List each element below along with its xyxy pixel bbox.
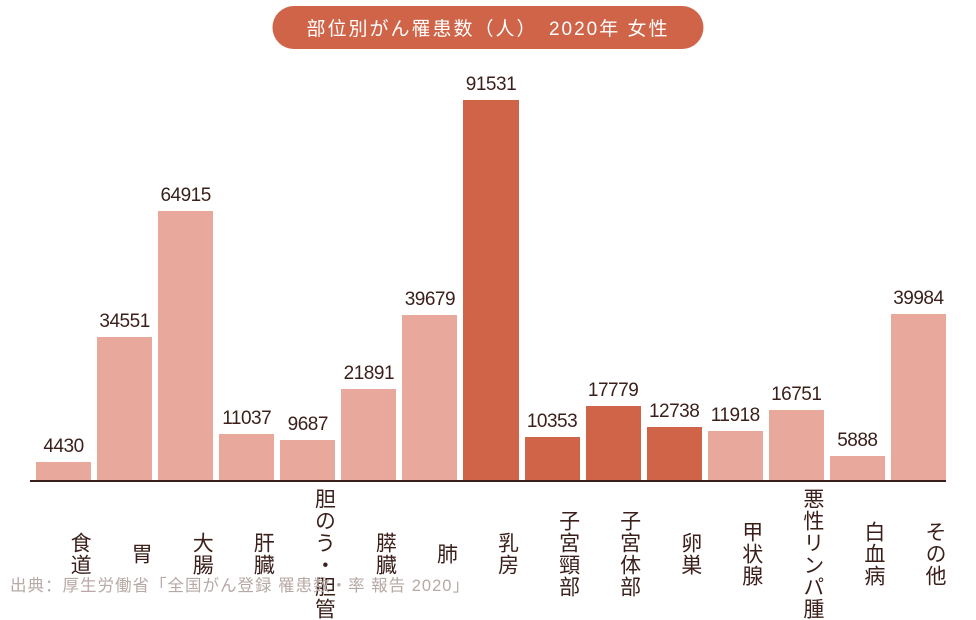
bar-column: 34551 [97,70,152,480]
bar-value-label: 39679 [405,289,455,311]
category-label: 大腸 [158,488,213,620]
category-label: 乳房 [463,488,518,620]
bar-column: 11918 [708,70,763,480]
category-label: 食道 [36,488,91,620]
category-label: 膵臓 [341,488,396,620]
bar-value-label: 39984 [893,288,943,310]
chart-title-pill: 部位別がん罹患数（人） 2020年 女性 [272,6,703,49]
category-label: 肝臓 [219,488,274,620]
bar-column: 5888 [830,70,885,480]
bar-value-label: 21891 [344,363,394,385]
category-label: 白血病 [830,488,885,620]
category-label: 胃 [97,488,152,620]
bar-value-label: 4430 [43,436,83,458]
bar-value-label: 5888 [837,430,877,452]
category-label: 卵巣 [647,488,702,620]
bar-rect [586,406,641,480]
bar-rect [830,456,885,480]
category-label: 子宮頸部 [525,488,580,620]
bar-rect [647,427,702,480]
bar-rect [36,462,91,480]
bar-rect [219,434,274,480]
category-label: その他 [891,488,946,620]
bar-column: 17779 [586,70,641,480]
bar-value-label: 9687 [288,414,328,436]
x-axis-baseline [30,480,946,482]
category-label: 子宮体部 [586,488,641,620]
bar-value-label: 34551 [99,311,149,333]
bar-rect [97,337,152,480]
bar-rect [341,389,396,480]
category-label: 悪性リンパ腫 [769,488,824,620]
bar-column: 10353 [525,70,580,480]
source-citation: 出典：厚生労働省「全国がん登録 罹患数・率 報告 2020」 [10,572,470,596]
bar-column: 11037 [219,70,274,480]
bar-column: 39679 [402,70,457,480]
bar-value-label: 17779 [588,380,638,402]
bar-column: 64915 [158,70,213,480]
category-label: 甲状腺 [708,488,763,620]
bar-column: 12738 [647,70,702,480]
bar-column: 21891 [341,70,396,480]
bar-rect [525,437,580,480]
chart-plot-area: 4430 34551 64915 11037 9687 21891 39679 91531 10… [36,70,946,480]
bar-value-label: 64915 [160,185,210,207]
bar-value-label: 11037 [222,408,271,430]
bar-rect [463,100,518,480]
bar-value-label: 91531 [466,74,516,96]
bar-column: 39984 [891,70,946,480]
bar-rect [280,440,335,480]
bar-rect [769,410,824,480]
bar-rect [708,431,763,480]
bar-value-label: 12738 [649,401,699,423]
category-label: 胆のう・胆管 [280,488,335,620]
bar-column: 91531 [463,70,518,480]
bar-column: 9687 [280,70,335,480]
bar-value-label: 11918 [711,405,760,427]
bar-rect [891,314,946,480]
x-axis-labels-row: 食道胃大腸肝臓胆のう・胆管膵臓肺乳房子宮頸部子宮体部卵巣甲状腺悪性リンパ腫白血病… [36,488,946,620]
bar-value-label: 16751 [771,384,821,406]
bar-column: 4430 [36,70,91,480]
bar-value-label: 10353 [527,411,577,433]
category-label: 肺 [402,488,457,620]
bar-rect [402,315,457,480]
bar-column: 16751 [769,70,824,480]
bar-rect [158,211,213,481]
